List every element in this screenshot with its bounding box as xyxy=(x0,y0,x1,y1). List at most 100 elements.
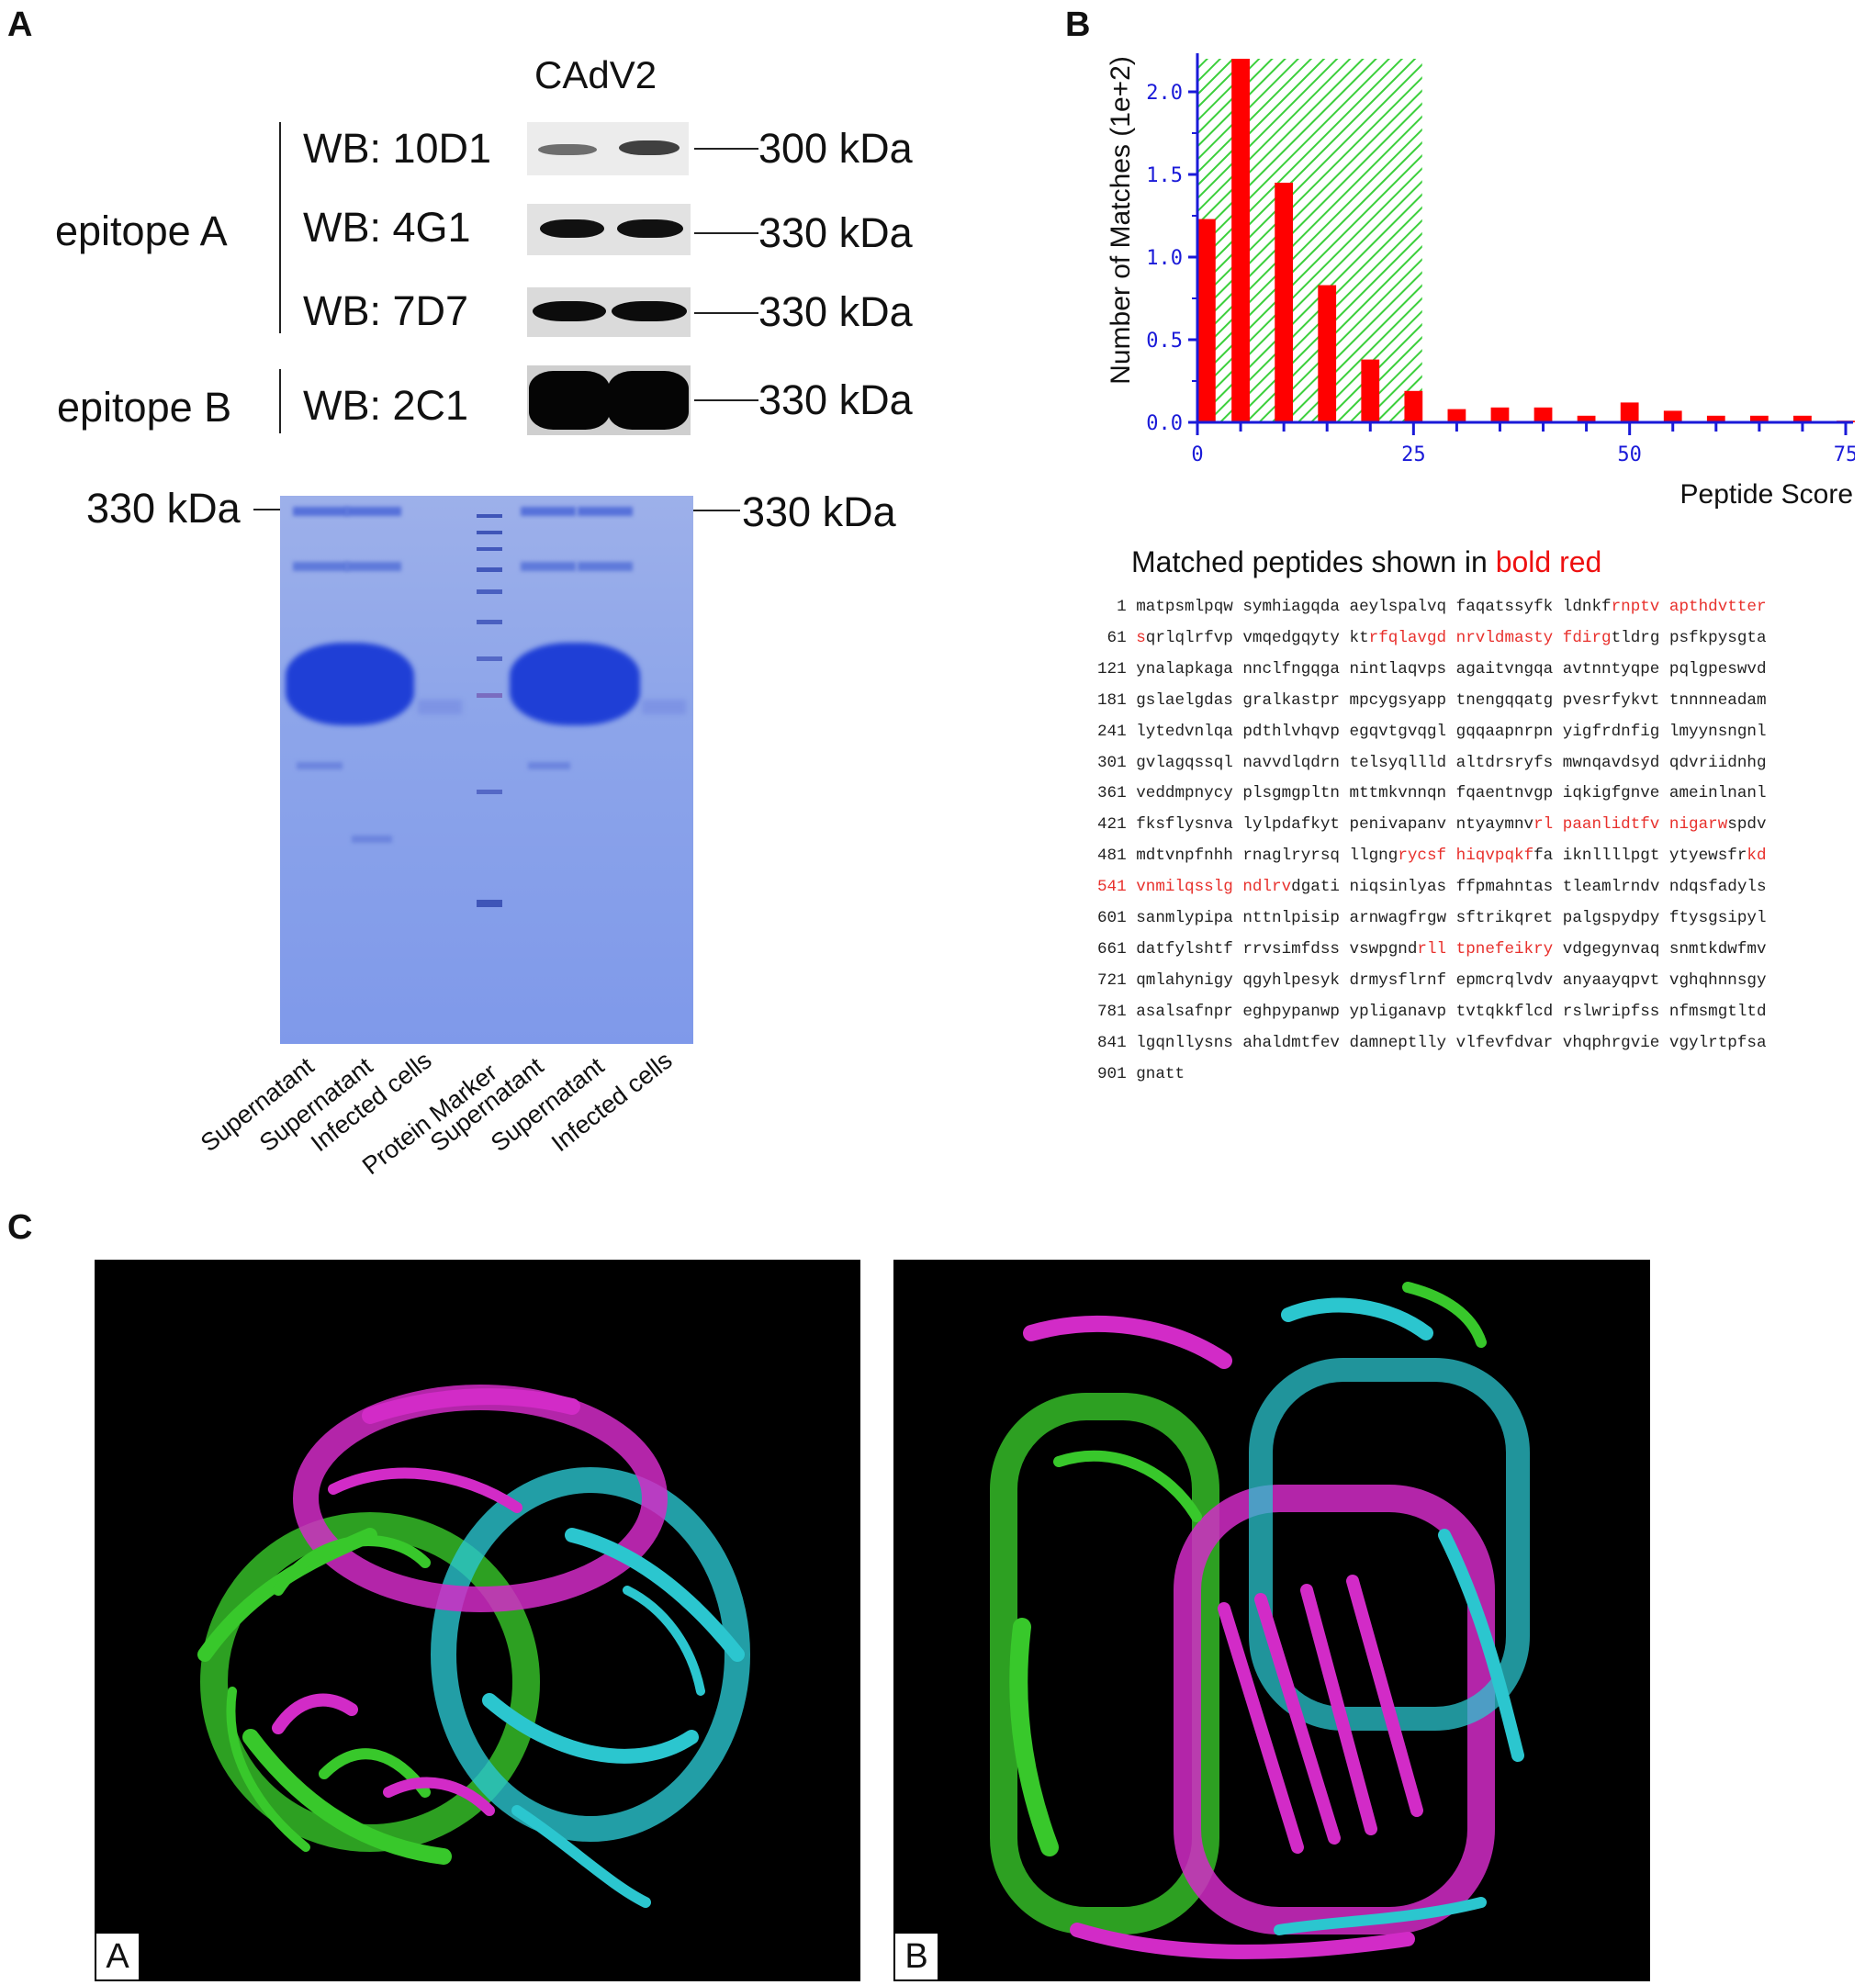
gel-mw-right-label: 330 kDa xyxy=(742,488,896,535)
y-tick-label: 0.5 xyxy=(1146,330,1183,353)
sequence-line: 121 ynalapkaga nnclfngqga nintlaqvps aga… xyxy=(1097,655,1767,686)
marker-band xyxy=(477,900,502,907)
mw-tick xyxy=(694,148,758,150)
matched-peptide: 541 vnmilqsslg ndlrv xyxy=(1097,878,1292,897)
sequence-line: 901 gnatt xyxy=(1097,1060,1767,1091)
epitope-a-label: epitope A xyxy=(55,207,228,254)
histogram-bar xyxy=(1620,402,1639,422)
gel-band xyxy=(578,562,633,571)
marker-band xyxy=(477,790,502,794)
matched-peptide: rnptv apthdvtter xyxy=(1611,598,1767,616)
gel-band xyxy=(346,507,401,516)
matched-peptide: rycsf hiqvpqkf xyxy=(1398,847,1534,866)
structure-render xyxy=(990,1282,1530,1959)
marker-band xyxy=(477,547,502,551)
sequence-segment: 61 xyxy=(1097,628,1137,647)
protein-sequence: 1 matpsmlpqw symhiagqda aeylspalvq faqat… xyxy=(1097,592,1767,1091)
matched-peptide: kd xyxy=(1747,847,1767,866)
gel-band xyxy=(286,643,414,725)
y-tick-label: 1.5 xyxy=(1146,164,1183,187)
gel-band xyxy=(418,700,462,714)
histogram-bar xyxy=(1663,410,1682,422)
mw-tick xyxy=(694,312,758,314)
mw-tick xyxy=(694,399,758,401)
sequence-segment: vdgegynvaq snmtkdwfmv xyxy=(1553,939,1767,959)
sequence-line: 241 lytedvnlqa pdthlvhqvp egqvtgvqgl gqq… xyxy=(1097,717,1767,748)
matched-peptide: rl paanlidtfv nigarw xyxy=(1533,815,1728,835)
gel-band xyxy=(293,507,348,516)
x-axis-label: Peptide Score xyxy=(1680,479,1853,510)
matched-title-text: Matched peptides shown in xyxy=(1131,545,1496,578)
wb-antibody-label: WB: 10D1 xyxy=(303,125,492,172)
sequence-segment: qrlqlrfvp vmqedgqyty kt xyxy=(1145,628,1369,647)
sequence-line: 541 vnmilqsslg ndlrvdgati niqsinlyas ffp… xyxy=(1097,872,1767,903)
sequence-line: 601 sanmlypipa nttnlpisip arnwagfrgw sft… xyxy=(1097,903,1767,935)
marker-band xyxy=(477,693,502,698)
sequence-line: 361 veddmpnycy plsgmgpltn mttmkvnnqn fqa… xyxy=(1097,779,1767,810)
sequence-line: 661 datfylshtf rrvsimfdss vswpgndrll tpn… xyxy=(1097,935,1767,966)
x-tick-label: 75 xyxy=(1834,443,1855,466)
sequence-line: 1 matpsmlpqw symhiagqda aeylspalvq faqat… xyxy=(1097,592,1767,623)
sequence-line: 61 sqrlqlrfvp vmqedgqyty ktrfqlavgd nrvl… xyxy=(1097,623,1767,655)
sequence-line: 781 asalsafnpr eghpypanwp ypliganavp tvt… xyxy=(1097,997,1767,1028)
molecular-weight-label: 330 kDa xyxy=(758,376,913,423)
gel-mw-left-label: 330 kDa xyxy=(86,485,241,532)
histogram-bar xyxy=(1533,407,1553,422)
gel-band xyxy=(352,835,392,843)
sequence-segment: dgati niqsinlyas ffpmahntas tleamlrndv n… xyxy=(1291,878,1767,897)
molecular-weight-label: 300 kDa xyxy=(758,125,913,172)
matched-peptide: rfqlavgd nrvldmasty fdirg xyxy=(1368,628,1612,647)
marker-band xyxy=(477,531,502,534)
histogram-bar xyxy=(1749,415,1769,422)
sequence-segment: 721 qmlahynigy qgyhlpesyk drmysflrnf epm… xyxy=(1097,970,1767,990)
histogram-bar xyxy=(1577,415,1596,422)
y-tick-label: 1.0 xyxy=(1146,247,1183,270)
molecular-weight-label: 330 kDa xyxy=(758,209,913,256)
western-blot-10d1 xyxy=(527,122,689,175)
epitope-a-bracket xyxy=(279,122,281,333)
molecular-weight-label: 330 kDa xyxy=(758,288,913,335)
gel-band xyxy=(521,507,576,516)
histogram-bar xyxy=(1275,183,1294,422)
wb-antibody-label: WB: 7D7 xyxy=(303,287,469,334)
sequence-segment: 181 gslaelgdas gralkastpr mpcygsyapp tne… xyxy=(1097,690,1767,710)
gel-band xyxy=(346,562,401,571)
western-blot-4g1 xyxy=(527,204,691,255)
significance-threshold-region xyxy=(1197,59,1422,422)
x-tick-label: 25 xyxy=(1401,443,1426,466)
structure-view-label: A xyxy=(95,1932,140,1981)
y-tick-label: 2.0 xyxy=(1146,82,1183,105)
marker-band xyxy=(477,567,502,572)
wb-antibody-label: WB: 4G1 xyxy=(303,204,471,251)
gel-band xyxy=(293,562,348,571)
sequence-segment: 661 datfylshtf rrvsimfdss vswpgnd xyxy=(1097,939,1418,959)
sequence-segment: 481 mdtvnpfnhh rnaglryrsq llgng xyxy=(1097,847,1399,866)
panel-label-c: C xyxy=(7,1208,33,1247)
gel-band xyxy=(528,762,570,769)
sequence-line: 841 lgqnllysns ahaldmtfev damneptlly vlf… xyxy=(1097,1028,1767,1060)
matched-peptide: rll tpnefeikry xyxy=(1417,939,1554,959)
x-tick-label: 0 xyxy=(1191,443,1203,466)
sequence-segment: fa iknllllpgt ytyewsfr xyxy=(1533,847,1747,866)
wb-antibody-label: WB: 2C1 xyxy=(303,382,469,429)
gel-band xyxy=(642,700,686,714)
sequence-segment: 241 lytedvnlqa pdthlvhqvp egqvtgvqgl gqq… xyxy=(1097,722,1767,741)
gel-mw-right-tick xyxy=(678,510,740,511)
x-tick-label: 50 xyxy=(1617,443,1642,466)
panel-label-a: A xyxy=(7,6,33,44)
marker-band xyxy=(477,514,502,518)
western-blot-7d7 xyxy=(527,287,691,337)
histogram-bar xyxy=(1197,219,1216,422)
sequence-segment: 301 gvlagqssql navvdlqdrn telsyqllld alt… xyxy=(1097,753,1767,772)
sequence-line: 721 qmlahynigy qgyhlpesyk drmysflrnf epm… xyxy=(1097,966,1767,997)
sequence-segment: 841 lgqnllysns ahaldmtfev damneptlly vlf… xyxy=(1097,1033,1767,1052)
sequence-segment: 421 fksflysnva lylpdafkyt penivapanv nty… xyxy=(1097,815,1534,835)
epitope-b-label: epitope B xyxy=(57,384,232,431)
western-blot-2c1 xyxy=(527,365,691,435)
sequence-line: 301 gvlagqssql navvdlqdrn telsyqllld alt… xyxy=(1097,748,1767,779)
structure-render xyxy=(197,1385,750,1908)
protein-structure-view-a: A xyxy=(95,1260,860,1981)
histogram-bar xyxy=(1361,359,1380,422)
y-axis-label: Number of Matches (1e+2) xyxy=(1106,56,1136,385)
sequence-segment: spdv xyxy=(1727,815,1767,835)
